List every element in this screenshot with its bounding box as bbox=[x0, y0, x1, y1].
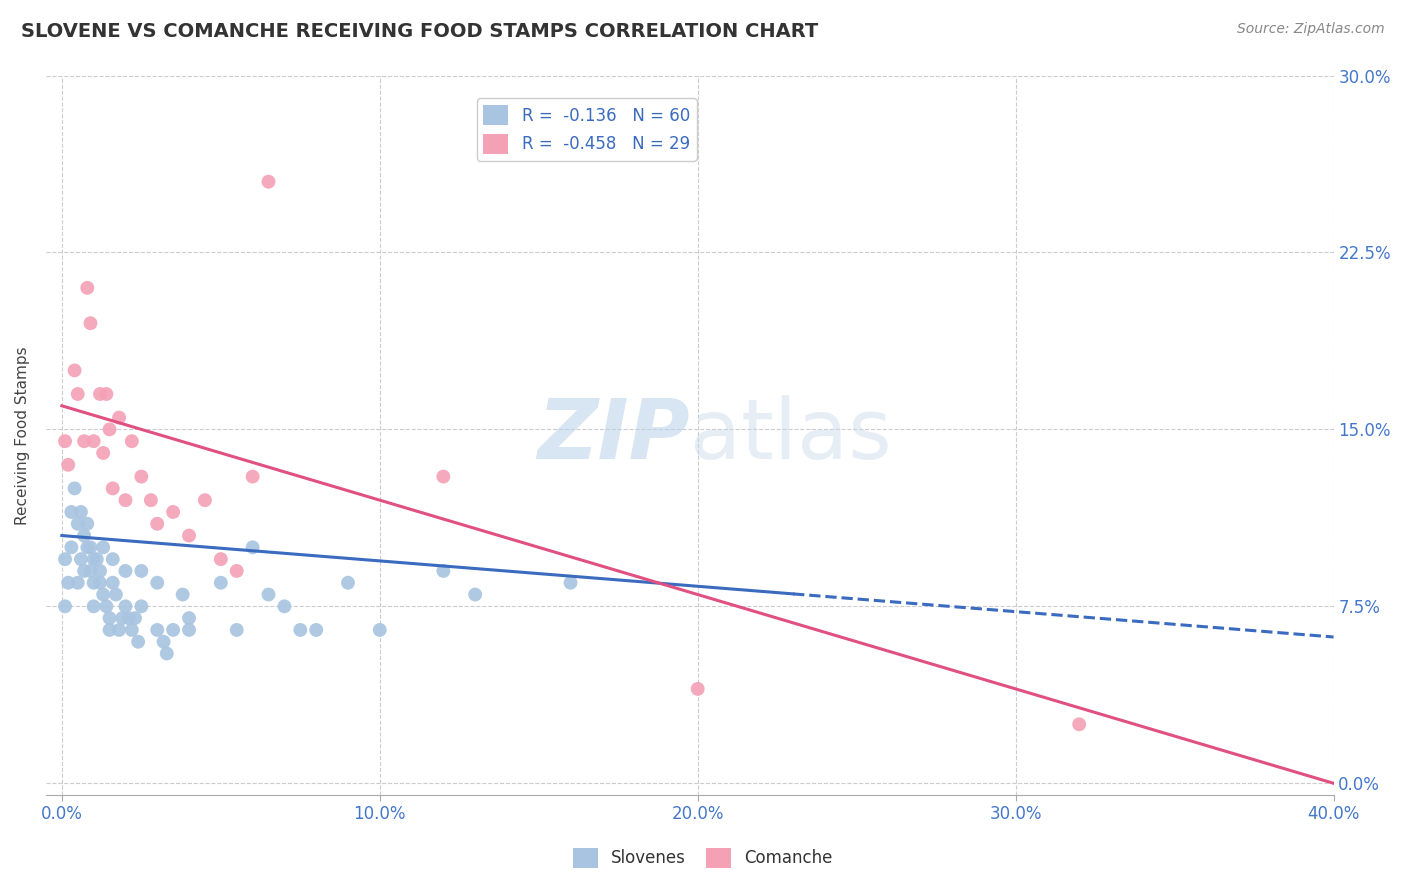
Point bbox=[209, 552, 232, 566]
Point bbox=[114, 599, 136, 614]
Point bbox=[225, 564, 247, 578]
Point bbox=[101, 552, 124, 566]
Point bbox=[83, 599, 105, 614]
Legend: R =  -0.136   N = 60, R =  -0.458   N = 29: R = -0.136 N = 60, R = -0.458 N = 29 bbox=[477, 98, 697, 161]
Point bbox=[108, 410, 131, 425]
Point bbox=[76, 516, 98, 531]
Text: SLOVENE VS COMANCHE RECEIVING FOOD STAMPS CORRELATION CHART: SLOVENE VS COMANCHE RECEIVING FOOD STAMP… bbox=[21, 22, 818, 41]
Point bbox=[101, 482, 124, 496]
Point bbox=[172, 588, 194, 602]
Point bbox=[58, 458, 80, 472]
Point bbox=[273, 599, 295, 614]
Point bbox=[432, 469, 454, 483]
Point bbox=[131, 599, 153, 614]
Point bbox=[152, 634, 174, 648]
Point bbox=[177, 528, 200, 542]
Point bbox=[121, 623, 143, 637]
Point bbox=[177, 623, 200, 637]
Point bbox=[53, 434, 76, 449]
Point bbox=[131, 564, 153, 578]
Text: atlas: atlas bbox=[690, 395, 891, 475]
Point bbox=[432, 564, 454, 578]
Point bbox=[53, 599, 76, 614]
Point bbox=[83, 434, 105, 449]
Point bbox=[53, 552, 76, 566]
Point bbox=[73, 564, 96, 578]
Point bbox=[91, 446, 114, 460]
Point bbox=[121, 434, 143, 449]
Point bbox=[79, 316, 101, 330]
Point bbox=[98, 422, 121, 436]
Point bbox=[146, 516, 169, 531]
Point bbox=[242, 541, 264, 555]
Point bbox=[194, 493, 217, 508]
Point bbox=[209, 575, 232, 590]
Point bbox=[70, 505, 93, 519]
Point bbox=[1069, 717, 1091, 731]
Point bbox=[98, 623, 121, 637]
Text: Source: ZipAtlas.com: Source: ZipAtlas.com bbox=[1237, 22, 1385, 37]
Point bbox=[73, 434, 96, 449]
Point bbox=[76, 281, 98, 295]
Point bbox=[86, 552, 108, 566]
Point bbox=[98, 611, 121, 625]
Point bbox=[114, 564, 136, 578]
Point bbox=[111, 611, 134, 625]
Point bbox=[242, 469, 264, 483]
Point bbox=[89, 564, 111, 578]
Point bbox=[89, 387, 111, 401]
Point bbox=[146, 623, 169, 637]
Point bbox=[79, 564, 101, 578]
Point bbox=[96, 387, 118, 401]
Point bbox=[257, 588, 280, 602]
Point bbox=[83, 552, 105, 566]
Point bbox=[225, 623, 247, 637]
Point bbox=[91, 541, 114, 555]
Point bbox=[117, 611, 139, 625]
Point bbox=[63, 363, 86, 377]
Point bbox=[139, 493, 162, 508]
Point bbox=[101, 575, 124, 590]
Point bbox=[70, 552, 93, 566]
Point bbox=[114, 493, 136, 508]
Point bbox=[89, 575, 111, 590]
Point bbox=[108, 623, 131, 637]
Point bbox=[464, 588, 486, 602]
Point bbox=[162, 505, 184, 519]
Point bbox=[96, 599, 118, 614]
Point bbox=[91, 588, 114, 602]
Point bbox=[686, 681, 709, 696]
Point bbox=[60, 541, 83, 555]
Point bbox=[560, 575, 582, 590]
Point bbox=[146, 575, 169, 590]
Point bbox=[257, 175, 280, 189]
Point bbox=[305, 623, 328, 637]
Point bbox=[60, 505, 83, 519]
Point bbox=[58, 575, 80, 590]
Point bbox=[156, 647, 179, 661]
Point bbox=[290, 623, 312, 637]
Point bbox=[131, 469, 153, 483]
Point bbox=[63, 482, 86, 496]
Point bbox=[73, 528, 96, 542]
Point bbox=[104, 588, 127, 602]
Point bbox=[177, 611, 200, 625]
Point bbox=[83, 575, 105, 590]
Point bbox=[66, 516, 89, 531]
Point bbox=[66, 387, 89, 401]
Text: ZIP: ZIP bbox=[537, 395, 690, 475]
Point bbox=[76, 541, 98, 555]
Point bbox=[337, 575, 360, 590]
Point bbox=[127, 634, 149, 648]
Point bbox=[368, 623, 391, 637]
Point bbox=[79, 541, 101, 555]
Legend: Slovenes, Comanche: Slovenes, Comanche bbox=[567, 841, 839, 875]
Y-axis label: Receiving Food Stamps: Receiving Food Stamps bbox=[15, 346, 30, 524]
Point bbox=[66, 575, 89, 590]
Point bbox=[162, 623, 184, 637]
Point bbox=[124, 611, 146, 625]
